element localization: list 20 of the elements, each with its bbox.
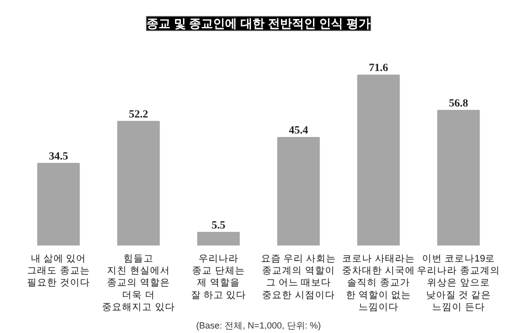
data-label: 34.5 [48,150,69,162]
data-label: 56.8 [448,97,469,110]
x-tick-label: 힘들고 지친 현실에서 종교의 역할은 더욱 더 중요해지고 있다 [102,254,175,313]
bar [37,162,80,246]
chart-title: 종교 및 종교인에 대한 전반적인 인식 평가 [146,16,371,30]
x-tick-label: 내 삶에 있어 그래도 종교는 필요한 것이다 [27,254,90,289]
x-tick-label: 코로나 사태라는 중차대한 시국에 솔직히 종교가 한 역할이 없는 느낌이다 [342,254,415,313]
x-tick-label: 요즘 우리 사회는 종교계의 역할이 그 어느 때보다 중요한 시점이다 [260,254,336,301]
bar [277,136,320,246]
bar [117,120,160,246]
data-label: 45.4 [288,124,309,136]
x-tick-label: 이번 코로나19로 우리나라 종교계의 위상은 앞으로 낮아질 것 같은 느낌이 든다 [417,254,500,313]
bar [437,110,480,246]
text: (Base: 전체, N=1,000, 단위: %) [196,320,321,330]
data-label: 5.5 [212,219,226,232]
x-tick-label: 우리나라 종교 단체는 제 역할을 잘 하고 있다 [190,254,246,301]
bar [357,74,400,246]
data-label: 71.6 [368,62,389,74]
bar [197,232,240,246]
data-label: 52.2 [128,108,149,120]
